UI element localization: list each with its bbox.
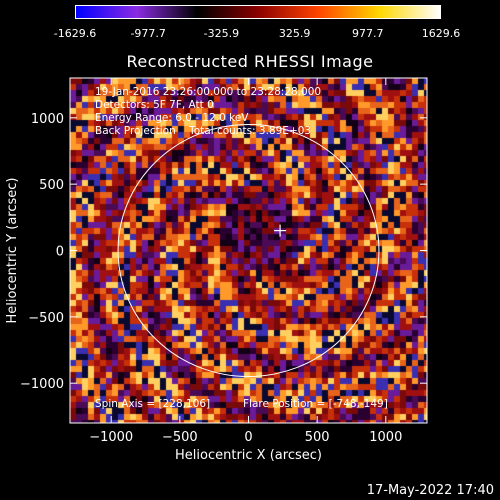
annotation-method: Back Projection Total counts: 3.89E+03	[95, 125, 312, 137]
y-tick-label: 0	[56, 245, 64, 260]
colorbar-tick-label: 1629.6	[421, 27, 461, 40]
chart-title: Reconstructed RHESSI Image	[126, 52, 374, 71]
annotation-energy: Energy Range: 6.0 - 12.0 keV	[95, 112, 249, 124]
colorbar-tick-label: -1629.6	[53, 27, 97, 40]
x-tick-label: −1000	[89, 430, 133, 445]
colorbar-tick-label: -977.7	[130, 27, 166, 40]
x-tick-label: 500	[305, 430, 330, 445]
colorbar-tick-label: 325.9	[278, 27, 311, 40]
colorbar-tick-label: -325.9	[203, 27, 240, 40]
colorbar	[75, 5, 441, 19]
x-tick-label: −500	[162, 430, 198, 445]
annotation-detectors: Detectors: 5F 7F, Att 0	[95, 99, 214, 111]
heatmap-image	[70, 78, 427, 423]
y-tick-label: 1000	[31, 112, 64, 127]
timestamp: 17-May-2022 17:40	[366, 483, 494, 498]
annotation-time: 19-Jan-2016 23:26:00.000 to 23:28:28.000	[95, 86, 322, 98]
x-tick-label: 1000	[369, 430, 402, 445]
annotation-spin-axis: Spin Axis = [228,106]	[95, 398, 211, 410]
x-tick-label: 0	[244, 430, 252, 445]
y-tick-label: −1000	[20, 377, 64, 392]
y-axis-label: Heliocentric Y (arcsec)	[5, 178, 20, 324]
colorbar-tick-label: 977.7	[352, 27, 384, 40]
y-tick-label: −500	[28, 311, 64, 326]
solar-limb-circle	[117, 123, 380, 378]
x-axis-label: Heliocentric X (arcsec)	[175, 448, 322, 463]
y-tick-label: 500	[39, 178, 64, 193]
annotation-flare-position: Flare Position = [-748,-149]	[243, 398, 388, 410]
